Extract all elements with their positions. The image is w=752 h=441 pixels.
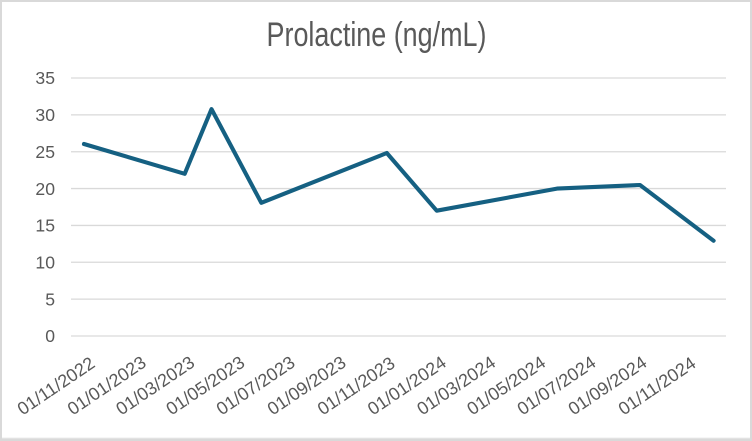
svg-text:20: 20 <box>35 179 55 199</box>
svg-text:35: 35 <box>35 68 55 88</box>
svg-text:30: 30 <box>35 105 55 125</box>
svg-text:10: 10 <box>35 252 55 272</box>
svg-text:0: 0 <box>45 326 55 346</box>
svg-text:25: 25 <box>35 142 55 162</box>
svg-text:15: 15 <box>35 216 55 236</box>
svg-text:Prolactine (ng/mL): Prolactine (ng/mL) <box>267 16 487 54</box>
svg-text:5: 5 <box>45 289 55 309</box>
